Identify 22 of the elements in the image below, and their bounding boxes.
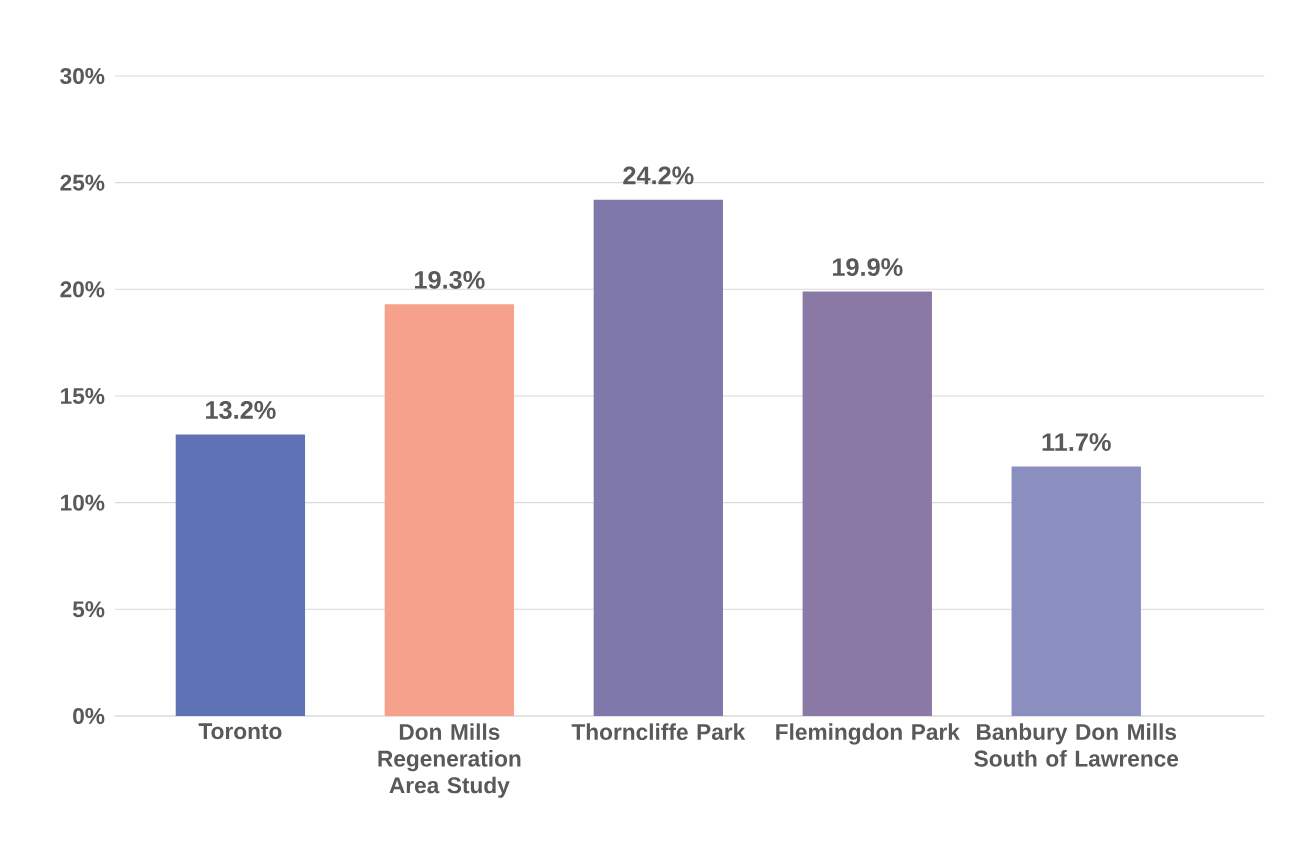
y-tick-label: 30%: [60, 67, 105, 85]
data-label: 13.2%: [206, 401, 276, 420]
bar: [802, 291, 932, 716]
x-tick-label: Thorncliffe Park: [571, 723, 746, 741]
bar: [175, 434, 306, 716]
x-tick-label: Banbury Don Mills South of Lawrence: [974, 723, 1179, 767]
data-label: 11.7%: [1042, 433, 1111, 451]
data-label: 24.2%: [623, 166, 694, 185]
x-tick-label: Don Mills Regeneration Area Study: [378, 723, 521, 798]
y-tick-label: 0%: [73, 707, 105, 725]
bar: [1011, 466, 1141, 716]
x-tick-label: Toronto: [198, 723, 282, 740]
y-tick-label: 20%: [60, 281, 105, 298]
y-tick-label: 25%: [60, 174, 105, 191]
y-tick-label: 15%: [61, 388, 105, 404]
x-tick-label: Flemingdon Park: [776, 723, 960, 745]
data-label: 19.9%: [832, 258, 903, 277]
y-tick-label: 10%: [61, 494, 105, 511]
bar: [384, 304, 515, 716]
y-tick-label: 5%: [72, 601, 105, 618]
bar: [593, 199, 723, 716]
data-label: 19.3%: [415, 270, 485, 289]
